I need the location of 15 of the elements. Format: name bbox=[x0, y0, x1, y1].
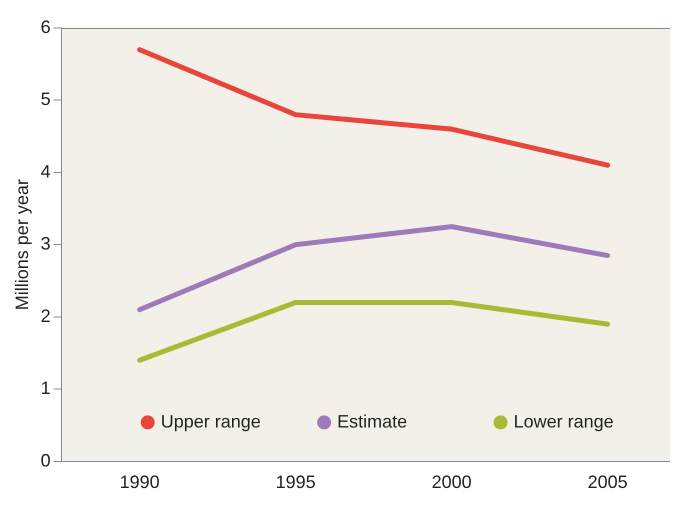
y-tick-label: 2 bbox=[40, 306, 51, 326]
y-axis-title: Millions per year bbox=[12, 179, 32, 310]
legend-label: Lower range bbox=[514, 411, 614, 432]
x-tick-label: 1990 bbox=[120, 472, 160, 492]
x-tick-label: 1995 bbox=[276, 472, 316, 492]
y-tick-label: 3 bbox=[40, 234, 51, 254]
y-tick-label: 4 bbox=[40, 161, 51, 182]
legend-label: Upper range bbox=[160, 411, 261, 432]
legend-label: Estimate bbox=[337, 411, 408, 432]
y-tick-label: 1 bbox=[40, 378, 51, 398]
x-tick-label: 2000 bbox=[432, 472, 472, 492]
x-tick-label: 2005 bbox=[588, 472, 628, 492]
y-tick-label: 0 bbox=[40, 450, 51, 470]
y-tick-label: 6 bbox=[40, 16, 51, 37]
y-tick-label: 5 bbox=[40, 89, 51, 110]
